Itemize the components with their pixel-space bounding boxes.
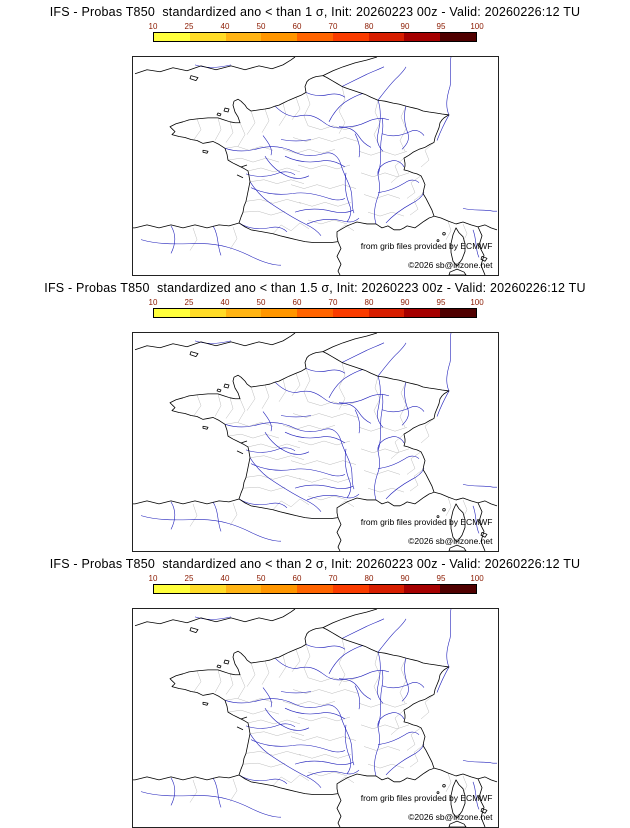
colorbar-tick: 95 [436, 298, 446, 307]
panel-sigma-1-5: IFS - Probas T850 standardized ano < tha… [0, 276, 630, 552]
colorbar-segment [154, 585, 190, 593]
colorbar-segment [332, 309, 369, 317]
colorbar-ticks: 10 25 40 50 60 70 80 90 95 100 [149, 22, 484, 32]
colorbar-segment [297, 585, 333, 593]
colorbar-segment [404, 309, 441, 317]
colorbar-tick: 70 [328, 22, 338, 31]
colorbar-tick: 10 [148, 298, 158, 307]
colorbar-tick: 40 [220, 22, 230, 31]
colorbar-segment [440, 33, 477, 41]
map-frame: from grib files provided by ECMWF ©2026 … [131, 608, 499, 828]
map-frame: from grib files provided by ECMWF ©2026 … [131, 56, 499, 276]
colorbar-segment [189, 33, 226, 41]
panel-title: IFS - Probas T850 standardized ano < tha… [49, 557, 581, 571]
colorbar-segment [332, 33, 369, 41]
colorbar-tick: 60 [292, 22, 302, 31]
colorbar-segment [225, 585, 262, 593]
colorbar-tick: 100 [470, 22, 484, 31]
colorbar-tick: 50 [256, 298, 266, 307]
colorbar-segment [261, 585, 298, 593]
map-credit: from grib files provided by ECMWF [360, 517, 493, 527]
colorbar-segment [368, 585, 405, 593]
panel-sigma-1: IFS - Probas T850 standardized ano < tha… [0, 0, 630, 276]
colorbar-segment [189, 585, 226, 593]
panel-title: IFS - Probas T850 standardized ano < tha… [49, 5, 581, 19]
colorbar: 10 25 40 50 60 70 80 90 95 100 [149, 574, 484, 594]
colorbar-tick: 80 [364, 574, 374, 583]
colorbar-tick: 70 [328, 574, 338, 583]
colorbar-segment [154, 33, 190, 41]
colorbar-tick: 25 [184, 298, 194, 307]
colorbar-tick: 100 [470, 574, 484, 583]
map-frame: from grib files provided by ECMWF ©2026 … [131, 332, 499, 552]
colorbar-segment [440, 585, 477, 593]
map-credit: from grib files provided by ECMWF [360, 793, 493, 803]
colorbar: 10 25 40 50 60 70 80 90 95 100 [149, 298, 484, 318]
colorbar-segment [261, 33, 298, 41]
colorbar-tick: 80 [364, 298, 374, 307]
panel-sigma-2: IFS - Probas T850 standardized ano < tha… [0, 552, 630, 828]
colorbar-segment [189, 309, 226, 317]
colorbar-segment [368, 33, 405, 41]
colorbar-tick: 40 [220, 298, 230, 307]
colorbar-tick: 90 [400, 22, 410, 31]
colorbar-segment [261, 309, 298, 317]
colorbar-segment [297, 309, 333, 317]
colorbar-tick: 10 [148, 22, 158, 31]
colorbar-segment [368, 309, 405, 317]
colorbar-tick: 100 [470, 298, 484, 307]
colorbar-bar [153, 32, 477, 42]
colorbar-tick: 10 [148, 574, 158, 583]
map-copyright: ©2026 sb@irizone.net [408, 812, 493, 822]
map-copyright: ©2026 sb@irizone.net [408, 536, 493, 546]
colorbar-tick: 60 [292, 574, 302, 583]
colorbar-tick: 60 [292, 298, 302, 307]
colorbar-tick: 90 [400, 574, 410, 583]
colorbar-tick: 25 [184, 22, 194, 31]
colorbar-tick: 95 [436, 22, 446, 31]
panel-title: IFS - Probas T850 standardized ano < tha… [44, 281, 586, 295]
map-credit: from grib files provided by ECMWF [360, 241, 493, 251]
colorbar-tick: 50 [256, 574, 266, 583]
colorbar-segment [154, 309, 190, 317]
colorbar-ticks: 10 25 40 50 60 70 80 90 95 100 [149, 298, 484, 308]
map-copyright: ©2026 sb@irizone.net [408, 260, 493, 270]
colorbar-bar [153, 308, 477, 318]
colorbar-segment [225, 309, 262, 317]
colorbar-tick: 70 [328, 298, 338, 307]
colorbar-segment [404, 33, 441, 41]
colorbar-tick: 25 [184, 574, 194, 583]
colorbar-tick: 40 [220, 574, 230, 583]
colorbar-tick: 90 [400, 298, 410, 307]
colorbar-ticks: 10 25 40 50 60 70 80 90 95 100 [149, 574, 484, 584]
colorbar-bar [153, 584, 477, 594]
colorbar-segment [440, 309, 477, 317]
colorbar-tick: 80 [364, 22, 374, 31]
colorbar-segment [297, 33, 333, 41]
colorbar: 10 25 40 50 60 70 80 90 95 100 [149, 22, 484, 42]
colorbar-segment [332, 585, 369, 593]
colorbar-segment [404, 585, 441, 593]
colorbar-tick: 50 [256, 22, 266, 31]
colorbar-segment [225, 33, 262, 41]
colorbar-tick: 95 [436, 574, 446, 583]
